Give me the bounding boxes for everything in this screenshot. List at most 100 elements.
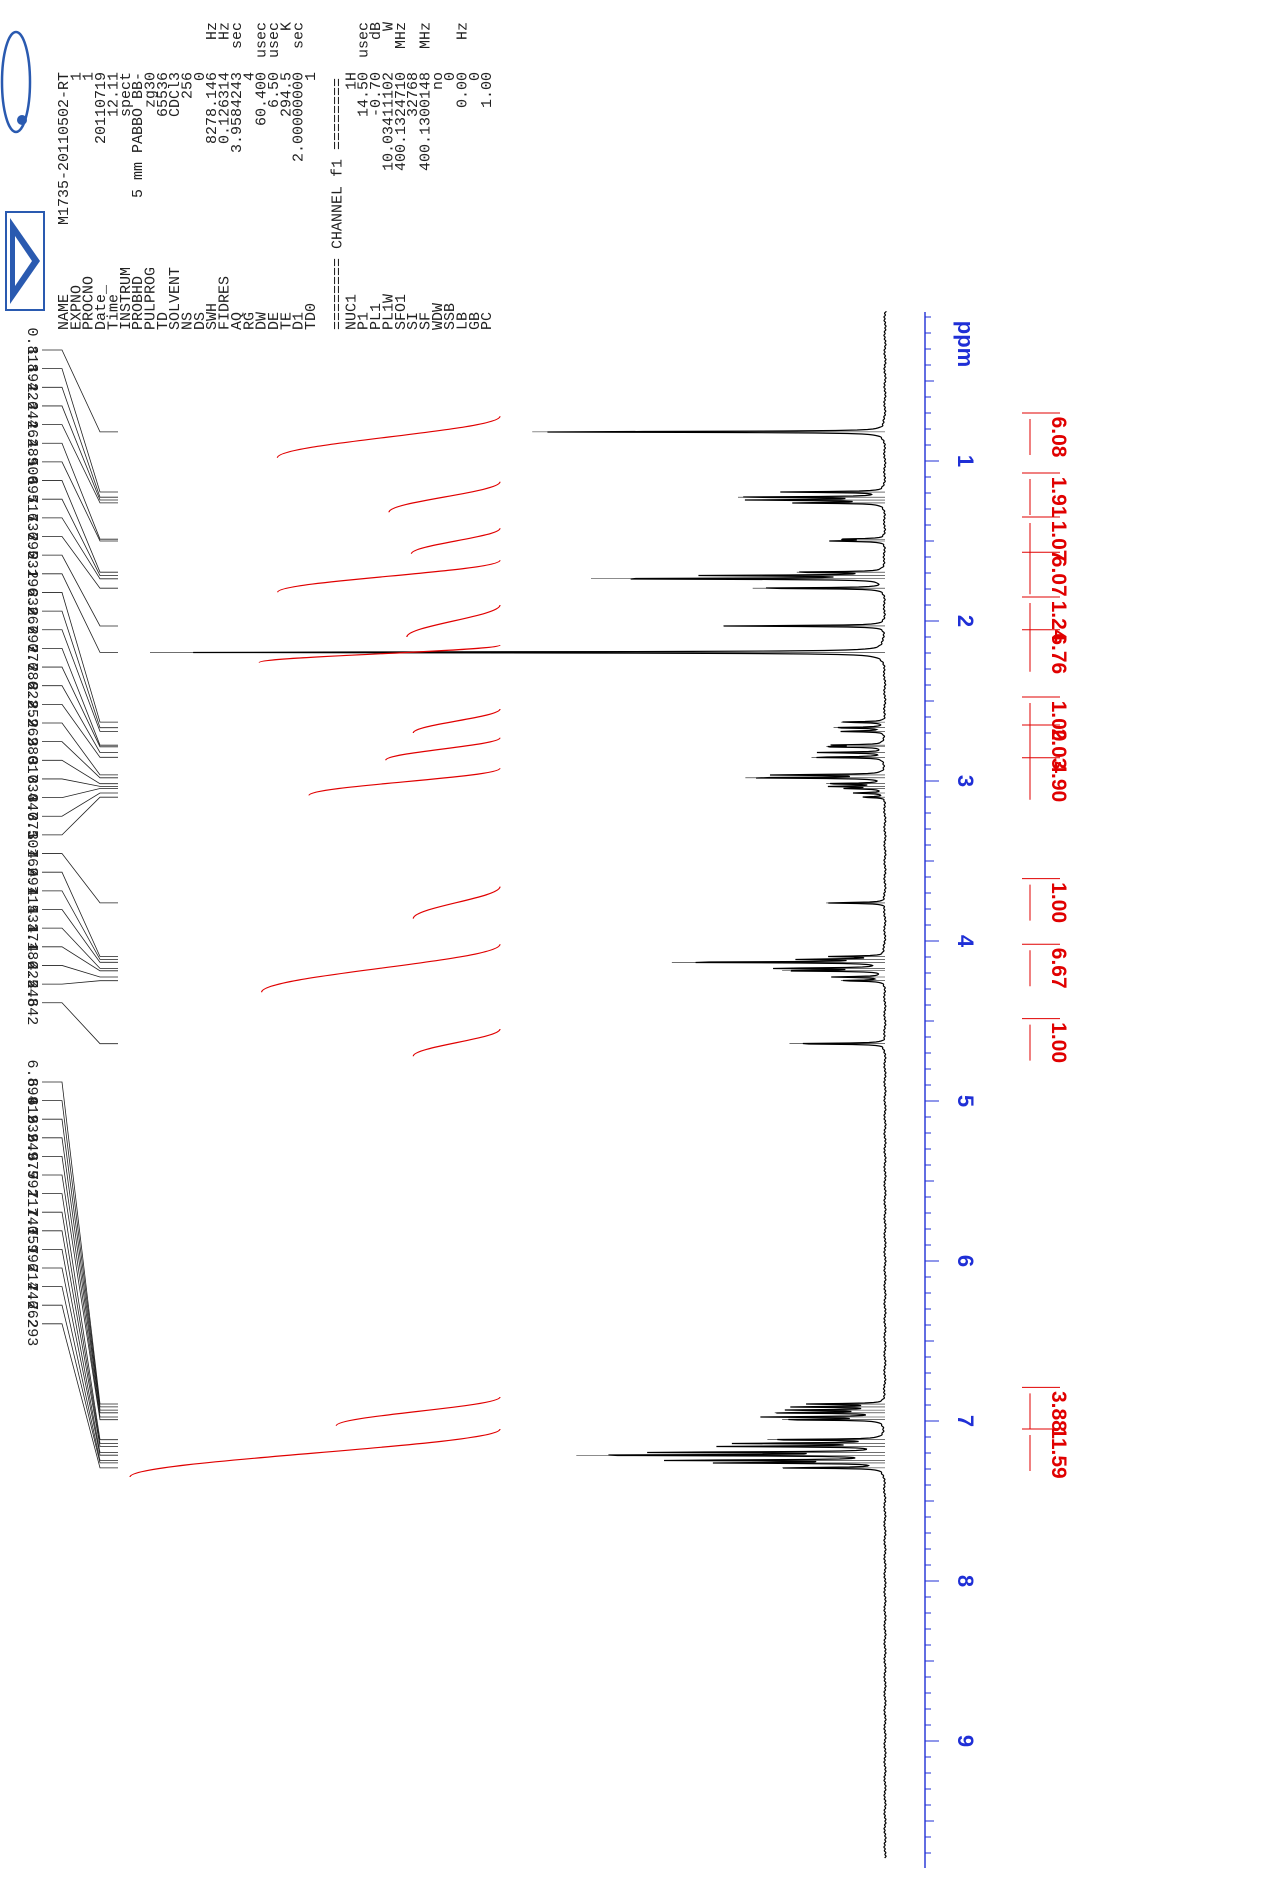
peak-label: 3.017 <box>23 738 40 783</box>
param-value: 256 <box>180 72 197 99</box>
peak-label: 6.975 <box>23 1134 40 1179</box>
param-value: 2.00000000 <box>291 72 308 162</box>
param-name: RG <box>241 312 258 330</box>
peak-label: 2.852 <box>23 682 40 727</box>
peak-label: 2.980 <box>23 719 40 764</box>
integral-value: 1.91 <box>1047 477 1070 518</box>
peak-label: 2.690 <box>23 607 40 652</box>
peak-label: 1.695 <box>23 458 40 503</box>
param-unit: MHz <box>417 22 434 49</box>
peak-leader <box>42 442 118 540</box>
peak-leader <box>42 349 118 433</box>
integral-curve <box>260 943 501 993</box>
peak-leader <box>42 536 118 589</box>
integral-value: 1.24 <box>1047 601 1070 642</box>
peak-leader <box>42 1081 118 1405</box>
peak-label: 7.117 <box>23 1171 40 1216</box>
param-value: 1 <box>81 72 98 81</box>
ppm-tick-label: 7 <box>953 1415 978 1427</box>
integral-value: 3.88 <box>1047 1391 1070 1432</box>
peak-leader <box>42 927 118 969</box>
integral-curve <box>308 767 501 796</box>
integral-curve <box>388 481 501 513</box>
peak-label: 6.912 <box>23 1078 40 1123</box>
param-name: TD0 <box>303 303 320 330</box>
peak-label: 1.226 <box>23 365 40 410</box>
peak-label: 4.248 <box>23 962 40 1007</box>
param-name: SI <box>405 312 422 330</box>
integral-curve <box>412 708 501 734</box>
param-name: SSB <box>442 303 459 330</box>
peak-leader <box>42 1211 118 1444</box>
peak-leader <box>42 759 118 785</box>
integral-curve <box>406 604 501 638</box>
peak-leader <box>42 1323 118 1469</box>
ppm-axis-title: ppm <box>953 321 978 367</box>
param-unit: W <box>380 22 397 31</box>
peak-label: 6.949 <box>23 1115 40 1160</box>
peak-label: 4.225 <box>23 943 40 988</box>
peak-leader <box>42 1174 118 1421</box>
param-value: 10.03411102 <box>380 72 397 171</box>
param-name: SWH <box>204 303 221 330</box>
integral-value: 6.07 <box>1047 556 1070 597</box>
param-name: INSTRUM <box>118 267 135 330</box>
param-name: TE <box>278 312 295 330</box>
param-value: 20110719 <box>93 72 110 144</box>
param-name: NS <box>180 312 197 330</box>
integral-value: 6.08 <box>1047 417 1070 458</box>
integral-curve <box>335 1396 501 1427</box>
param-unit: Hz <box>455 22 472 40</box>
peak-label: 7.293 <box>23 1301 40 1346</box>
param-value: 1 <box>68 72 85 81</box>
param-value: 3.9584243 <box>229 72 246 153</box>
param-name: P1 <box>356 312 373 330</box>
channel-header: ======== CHANNEL f1 ======== <box>329 78 346 330</box>
peak-label: 2.822 <box>23 663 40 708</box>
param-unit: usec <box>254 22 271 58</box>
param-name: LB <box>455 312 472 330</box>
peak-leader <box>42 778 118 787</box>
peak-leader <box>42 554 118 627</box>
peak-leader <box>42 1267 118 1456</box>
param-value: M1735-20110502-RT <box>56 72 73 225</box>
param-value: 400.1300148 <box>417 72 434 171</box>
peak-leader <box>42 909 118 963</box>
peak-label: 4.115 <box>23 868 40 913</box>
peak-leader <box>42 965 118 978</box>
peak-label: 2.031 <box>23 533 40 578</box>
peak-label: 2.962 <box>23 700 40 745</box>
peak-label-leaders <box>42 349 118 1469</box>
peak-label: 4.642 <box>23 980 40 1025</box>
param-value: 0 <box>467 72 484 81</box>
peak-label: 4.171 <box>23 906 40 951</box>
peak-label: 3.047 <box>23 775 40 820</box>
param-name: TD <box>155 312 172 330</box>
integral-value: 4.90 <box>1047 761 1070 802</box>
param-name: DW <box>254 312 271 330</box>
peak-label: 1.244 <box>23 383 40 428</box>
param-value: 4 <box>241 72 258 81</box>
ppm-tick-label: 4 <box>953 935 978 948</box>
param-name: Date_ <box>93 284 110 330</box>
peak-leader <box>42 741 118 779</box>
param-name: EXPNO <box>68 285 85 330</box>
param-rows: NAME M1735-20110502-RT EXPNO 1 PROCNO 1 Date_ 2… <box>56 22 496 330</box>
param-value: CDCl3 <box>167 72 184 117</box>
param-value: 12.11 <box>105 72 122 117</box>
peak-label: 4.186 <box>23 924 40 969</box>
param-value: 8278.146 <box>204 72 221 144</box>
peak-label: 1.194 <box>23 346 40 391</box>
param-name: AQ <box>229 312 246 330</box>
bruker-logo-icon <box>5 211 45 311</box>
peak-label: 7.246 <box>23 1264 40 1309</box>
logos <box>0 30 45 311</box>
peak-leader <box>42 1193 118 1441</box>
peak-label: 2.776 <box>23 626 40 671</box>
integral-curves <box>129 415 501 1478</box>
param-name: PC <box>479 312 496 330</box>
param-name: Time <box>105 294 122 330</box>
peak-leader <box>42 461 118 542</box>
peak-label: 6.992 <box>23 1152 40 1197</box>
